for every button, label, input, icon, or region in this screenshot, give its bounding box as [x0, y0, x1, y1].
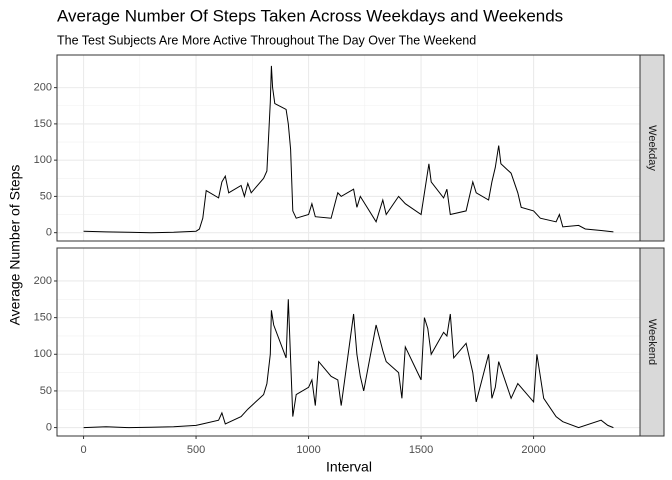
line — [83, 65, 614, 234]
strip — [639, 247, 665, 437]
y-tick-label: 100 — [34, 154, 52, 166]
line — [83, 299, 614, 429]
y-tick-label: 100 — [34, 348, 52, 360]
x-tick-label: 2000 — [521, 444, 545, 456]
y-tick-label: 0 — [46, 421, 52, 433]
panel-background — [57, 248, 640, 436]
y-tick-label: 0 — [46, 227, 52, 239]
x-tick-label: 0 — [80, 444, 86, 456]
panel-background — [57, 55, 640, 241]
y-tick-label: 50 — [40, 190, 52, 202]
x-tick-label: 500 — [187, 444, 205, 456]
chart-title: Average Number Of Steps Taken Across Wee… — [57, 6, 563, 25]
y-tick-label: 200 — [34, 275, 52, 287]
chart-subtitle: The Test Subjects Are More Active Throug… — [57, 33, 476, 47]
strip — [639, 54, 665, 242]
y-tick-label: 150 — [34, 312, 52, 324]
y-tick-label: 50 — [40, 385, 52, 397]
y-axis-label: Average Number of Steps — [7, 165, 23, 326]
x-tick-label: 1000 — [296, 444, 320, 456]
y-tick-label: 150 — [34, 118, 52, 130]
strip-label: Weekday — [646, 125, 658, 171]
strip-label: Weekend — [646, 319, 658, 365]
x-axis-label: Interval — [326, 459, 372, 475]
y-tick-label: 200 — [34, 82, 52, 94]
x-tick-label: 1500 — [409, 444, 433, 456]
